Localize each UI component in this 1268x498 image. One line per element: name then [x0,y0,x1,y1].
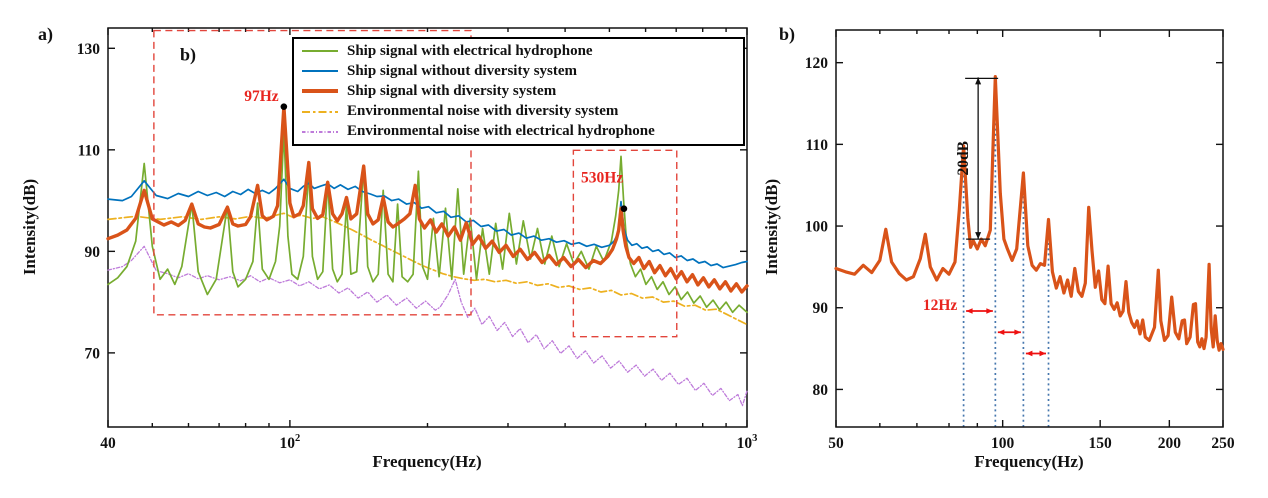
legend-dashed-line-icon [302,110,338,113]
panel-b: 50 100 150 200 250 80 90 100 110 120 20dB 12Hz [805,29,1235,452]
peak-marker-dot [620,205,628,213]
tick-label: 100 [805,219,829,236]
ticks-b [835,30,1224,427]
arrowhead [1014,329,1021,336]
arrowhead [997,329,1005,336]
peak-marker-dot [280,103,288,110]
panel-b-label: b) [779,24,796,44]
legend-box: Ship signal with electrical hydrophone S… [292,37,745,146]
arrowhead [975,77,982,85]
legend-label: Ship signal without diversity system [347,62,578,79]
tick-label: 50 [828,435,844,452]
legend-line-sample-1 [301,64,339,78]
tick-label: 250 [1211,435,1235,452]
tick-label: 80 [813,382,829,399]
panel-a: 40 102 103 70 90 110 130 b) 97Hz 530Hz [77,27,758,452]
annotation-text: 12Hz [923,297,958,314]
legend-item: Ship signal with electrical hydrophone [301,42,741,61]
series-ship-signal-with-electrical-hydrophone [107,129,748,314]
annotation-text: b) [180,44,196,65]
legend-dashed-line-icon [302,130,338,133]
tick-label: 150 [1089,435,1113,452]
legend-line-sample-4 [301,125,339,139]
tick-label: 90 [813,300,829,317]
zoom-region-rect [572,149,678,338]
panel-b-xaxis-title: Frequency(Hz) [974,452,1084,471]
panel-a-label: a) [38,24,53,44]
series-environmental-noise-with-diversity-system [107,212,748,326]
annotation-text: 97Hz [244,88,279,105]
series-ship-signal-with-diversity-system [106,105,749,294]
series-environmental-noise-with-electrical-hydrophone [107,245,748,407]
panel-a-yaxis-title: Intensity(dB) [20,178,39,276]
panel-b-yaxis-title: Intensity(dB) [762,178,781,276]
legend-line-icon [302,89,338,94]
tick-label: 90 [85,244,101,261]
tick-label: 40 [100,435,116,452]
axes-box-b [835,29,1224,428]
legend-item: Ship signal without diversity system [301,62,741,81]
legend-label: Ship signal with electrical hydrophone [347,42,593,59]
tick-label: 130 [77,41,101,58]
tick-label: 70 [85,345,101,362]
arrowhead [1039,350,1047,357]
arrowhead [1025,350,1033,357]
annotation-text-rotated: 20dB [955,141,972,175]
panel-a-xaxis-title: Frequency(Hz) [372,452,482,471]
series-ship-signal-with-diversity-system [834,75,1225,352]
legend-item: Ship signal with diversity system [301,82,741,101]
arrowhead [986,308,993,314]
arrowhead [975,232,982,240]
legend-line-sample-2 [301,84,339,98]
legend-item: Environmental noise with electrical hydr… [301,122,741,141]
tick-label: 120 [805,55,829,72]
legend-label: Environmental noise with diversity syste… [347,103,619,120]
arrowhead [966,308,973,314]
tick-label: 110 [806,137,829,154]
legend-line-icon [302,70,338,73]
legend-label: Environmental noise with electrical hydr… [347,123,655,140]
zoom-region-rect [153,29,472,316]
legend-line-icon [302,50,338,53]
legend-line-sample-3 [301,105,339,119]
legend-label: Ship signal with diversity system [347,82,557,99]
tick-label: 200 [1158,435,1182,452]
tick-label: 103 [737,433,758,452]
legend-line-sample-0 [301,44,339,58]
tick-label: 100 [991,435,1015,452]
annotation-text: 530Hz [581,169,623,186]
tick-label: 102 [280,433,301,452]
tick-label: 110 [78,142,101,159]
legend-item: Environmental noise with diversity syste… [301,102,741,121]
